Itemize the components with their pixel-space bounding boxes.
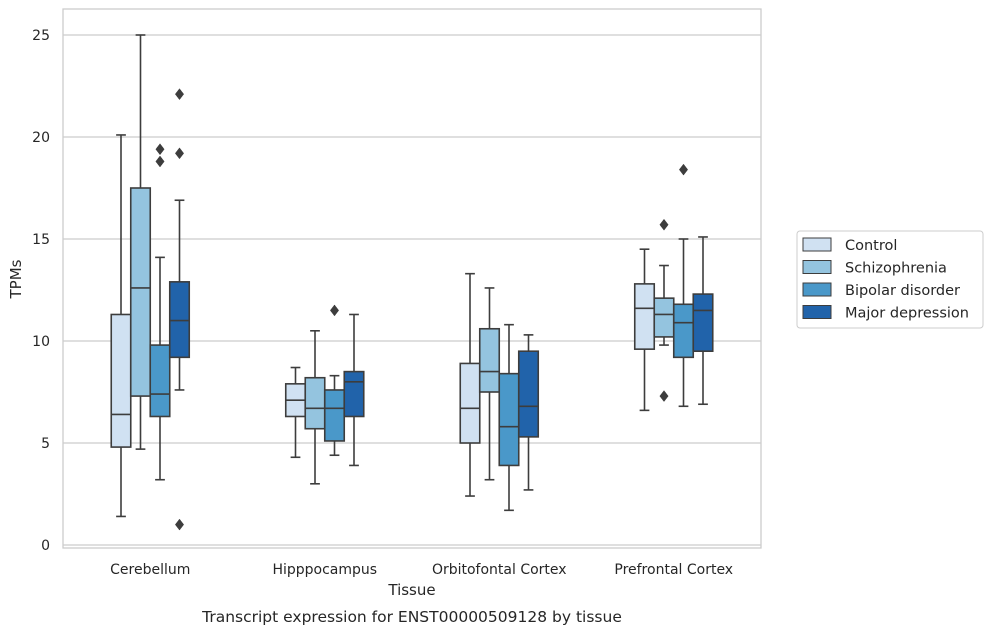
box [633, 248, 656, 412]
boxes [110, 34, 714, 531]
legend-item: Control [802, 237, 897, 254]
legend-label: Schizophrenia [845, 261, 947, 277]
box-body [304, 376, 326, 430]
outlier-marker [174, 147, 185, 160]
box-body [323, 389, 346, 442]
outlier-marker [174, 88, 185, 101]
legend-swatch [802, 237, 832, 252]
box-body [478, 327, 501, 393]
chart-caption: Transcript expression for ENST0000050912… [201, 608, 622, 626]
legend: Control Schizophrenia Bipolar disorder Majo… [796, 230, 984, 329]
box [672, 163, 695, 408]
box-body [110, 313, 132, 448]
box [653, 218, 675, 402]
series-control [110, 134, 656, 518]
y-tick-label: 25 [32, 28, 50, 44]
box [323, 304, 346, 457]
box-body [459, 362, 481, 444]
box [129, 34, 152, 450]
legend-label: Control [845, 238, 897, 254]
x-tick-label: Hipppocampus [272, 562, 377, 578]
box [284, 366, 307, 459]
box-body [517, 350, 540, 438]
legend-label: Bipolar disorder [845, 283, 960, 299]
box [692, 236, 714, 406]
plot-area-frame [62, 8, 762, 549]
outlier-marker [155, 143, 165, 156]
series-bipolar-disorder [149, 143, 695, 512]
legend-item: Major depression [802, 305, 969, 322]
box-body [168, 281, 191, 359]
box [343, 313, 365, 467]
box-body [129, 187, 152, 397]
box-body [498, 372, 520, 467]
box-body [149, 344, 171, 418]
outlier-marker [329, 304, 340, 317]
outlier-marker [659, 390, 669, 402]
x-axis-title: Tissue [387, 581, 435, 599]
box [304, 329, 326, 485]
box [478, 287, 501, 481]
box [110, 134, 132, 518]
box-body [343, 370, 365, 418]
legend-item: Schizophrenia [802, 260, 947, 277]
y-tick-label: 5 [41, 436, 50, 452]
series-schizophrenia [129, 34, 675, 485]
x-axis-ticks: Cerebellum Hipppocampus Orbitofontal Corte… [110, 562, 733, 578]
box-body [633, 283, 656, 350]
series-major-depression [168, 88, 714, 531]
outlier-marker [174, 518, 185, 531]
box [498, 323, 520, 512]
box-body [672, 303, 695, 359]
legend-swatch [802, 305, 832, 319]
y-tick-label: 15 [32, 232, 50, 248]
legend-swatch [802, 260, 832, 274]
outlier-marker [155, 155, 165, 168]
y-axis-title: TPMs [7, 259, 25, 299]
box-body [653, 297, 675, 338]
box [517, 334, 540, 491]
outlier-marker [659, 218, 669, 231]
box-body [692, 293, 714, 352]
box [168, 88, 191, 531]
legend-label: Major depression [845, 306, 969, 322]
legend-swatch [802, 282, 832, 297]
x-tick-label: Prefrontal Cortex [614, 562, 733, 578]
y-axis-ticks: 0 5 10 15 20 25 [32, 28, 50, 554]
box [149, 143, 171, 481]
legend-frame [796, 230, 984, 329]
outlier-marker [678, 163, 689, 176]
grid [63, 34, 761, 546]
legend-item: Bipolar disorder [802, 282, 960, 299]
x-tick-label: Orbitofontal Cortex [432, 562, 567, 578]
y-tick-label: 0 [41, 538, 50, 554]
y-tick-label: 10 [32, 334, 50, 350]
x-tick-label: Cerebellum [110, 562, 190, 578]
y-tick-label: 20 [32, 130, 50, 146]
box [459, 272, 481, 497]
